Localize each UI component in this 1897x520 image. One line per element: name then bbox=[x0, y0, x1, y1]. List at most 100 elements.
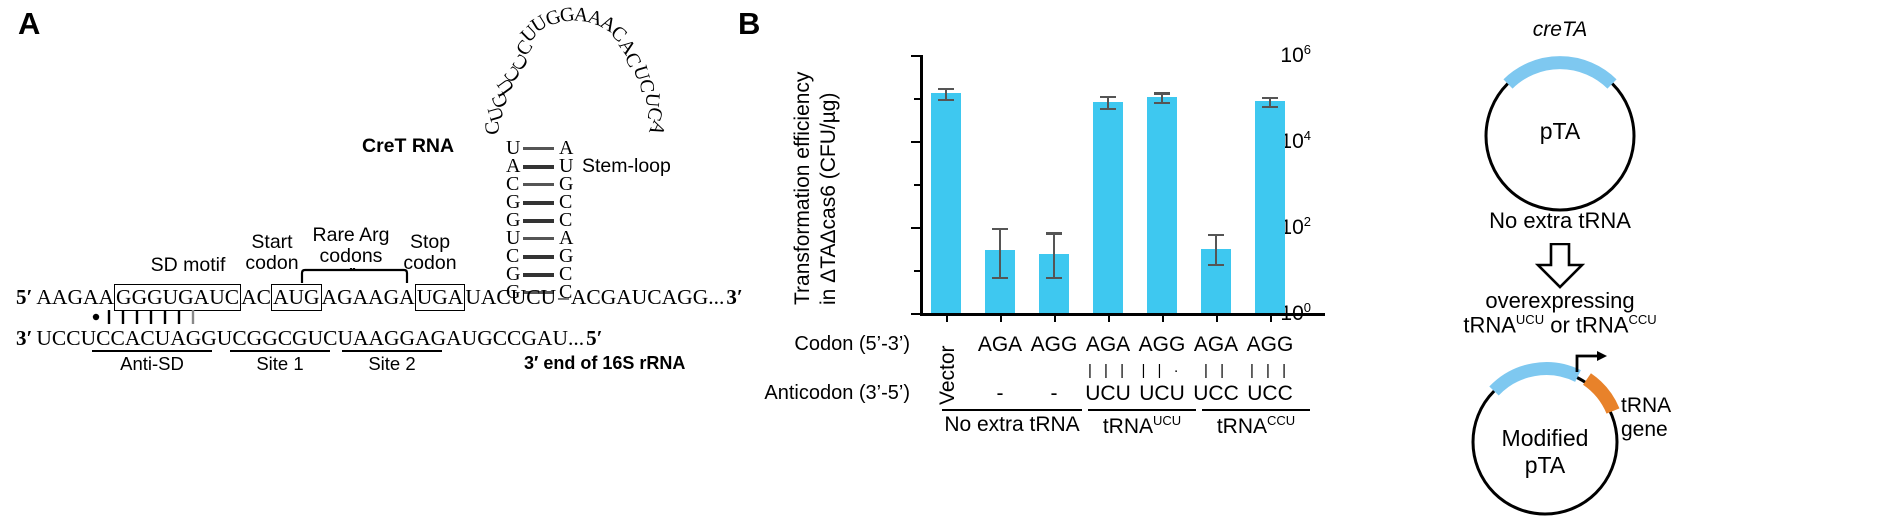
plasmid-pta-circle bbox=[1484, 56, 1636, 212]
trna-gene-label-line1: tRNA bbox=[1621, 394, 1672, 417]
top-strand-tail: ACGAUCAGG bbox=[570, 285, 709, 309]
error-bar-2 bbox=[1052, 232, 1056, 277]
error-cap-4-high bbox=[1154, 92, 1170, 95]
group-label-no-extra-trna: No extra tRNA bbox=[944, 413, 1080, 436]
group-line-trna-ucu bbox=[1088, 409, 1196, 411]
row-label-codon: Codon (5’-3’) bbox=[794, 333, 910, 355]
top-strand-5prime: 5′ bbox=[16, 285, 33, 309]
anticodon-cell-4: UCU bbox=[1139, 382, 1185, 405]
bottom-strand-ellipsis: ... bbox=[567, 326, 585, 350]
row-label-anticodon: Anticodon (3’-5’) bbox=[764, 382, 910, 404]
error-bar-1 bbox=[998, 227, 1002, 277]
error-cap-6-low bbox=[1262, 105, 1278, 108]
y-tick-1e6 bbox=[911, 55, 920, 58]
y-label-1e2: 102 bbox=[1280, 214, 1311, 239]
top-strand-dash: – bbox=[558, 285, 569, 309]
x-tick-1 bbox=[1000, 314, 1003, 322]
error-bar-6 bbox=[1268, 96, 1272, 106]
y-tick-1e1 bbox=[914, 270, 920, 273]
error-cap-3-high bbox=[1100, 96, 1116, 99]
codon-cell-1: AGA bbox=[977, 333, 1023, 356]
transition-line2: tRNAUCU or tRNACCU bbox=[1463, 312, 1657, 338]
error-bar-5 bbox=[1214, 234, 1218, 264]
label-sd-motif: SD motif bbox=[150, 254, 226, 276]
pairing-cell-4: | | · bbox=[1141, 362, 1183, 379]
x-tick-5 bbox=[1216, 314, 1219, 322]
y-axis-label-line1: Transformation efficiency bbox=[791, 71, 814, 305]
panel-a: A CreT RNA Stem-loop C U U G G A A A C A… bbox=[0, 0, 743, 518]
x-axis-line bbox=[920, 313, 1325, 316]
panel-b: B Transformation efficiency in ΔTAΔcas6 … bbox=[730, 0, 1897, 518]
plasmid-modified-name-line1: Modified bbox=[1501, 425, 1589, 451]
error-cap-2-low bbox=[1046, 276, 1062, 279]
panel-b-letter: B bbox=[738, 6, 761, 41]
down-arrow-icon bbox=[1535, 243, 1585, 289]
pairing-cell-3: | | | bbox=[1087, 362, 1129, 379]
top-strand-mid2: AGAAGA bbox=[321, 285, 415, 309]
y-tick-1e3 bbox=[914, 184, 920, 187]
anti-sd-underline bbox=[92, 350, 212, 353]
group-line-no-extra-trna bbox=[942, 409, 1082, 411]
error-cap-5-low bbox=[1208, 263, 1224, 266]
trna-gene-label-line2: gene bbox=[1621, 418, 1668, 441]
error-bar-0 bbox=[944, 88, 948, 99]
bar-6 bbox=[1255, 101, 1285, 313]
bar-3 bbox=[1093, 101, 1123, 313]
stem-loop-label: Stem-loop bbox=[582, 155, 671, 177]
plasmid-pta: creTA pTA No extra tRNA bbox=[1445, 18, 1675, 233]
y-tick-1e2 bbox=[911, 227, 920, 230]
label-start-codon-line1: Start bbox=[251, 231, 293, 253]
rare-arg-bracket bbox=[300, 268, 409, 283]
y-tick-1e4 bbox=[911, 141, 920, 144]
error-cap-1-low bbox=[992, 276, 1008, 279]
top-strand-post: UACUCU bbox=[465, 285, 557, 309]
y-label-1e6: 106 bbox=[1280, 42, 1311, 67]
x-tick-3 bbox=[1108, 314, 1111, 322]
y-axis-line bbox=[920, 55, 923, 315]
label-site2: Site 2 bbox=[368, 353, 416, 374]
anticodon-cell-3: UCU bbox=[1085, 382, 1131, 405]
bottom-strand-seq: UCCUCCACUAGGUCGGCGUCUAAGGAGAUGCCGAU bbox=[36, 326, 568, 350]
error-cap-4-low bbox=[1154, 102, 1170, 105]
error-cap-5-high bbox=[1208, 234, 1224, 237]
error-cap-3-low bbox=[1100, 107, 1116, 110]
x-tick-4 bbox=[1162, 314, 1165, 322]
transition-line1: overexpressing bbox=[1485, 288, 1635, 313]
error-cap-6-high bbox=[1262, 96, 1278, 99]
anticodon-cell-6: UCC bbox=[1247, 382, 1293, 405]
group-line-trna-ccu bbox=[1202, 409, 1310, 411]
bottom-strand-5prime: 5′ bbox=[586, 326, 603, 350]
top-strand-mid1: AC bbox=[241, 285, 271, 309]
plasmid-modified-circle bbox=[1471, 351, 1620, 516]
label-stop-codon-line2: codon bbox=[403, 252, 457, 274]
panel-a-letter: A bbox=[18, 6, 41, 41]
x-tick-2 bbox=[1054, 314, 1057, 322]
bottom-strand-3prime: 3′ bbox=[16, 326, 33, 350]
top-strand-start-box: AUG bbox=[270, 284, 322, 311]
error-bar-4 bbox=[1160, 92, 1164, 103]
error-cap-2-high bbox=[1046, 232, 1062, 235]
plasmid-pta-caption: No extra tRNA bbox=[1489, 208, 1631, 233]
x-category-vector: Vector bbox=[936, 345, 959, 405]
label-site1: Site 1 bbox=[256, 353, 304, 374]
error-cap-0-high bbox=[938, 88, 954, 91]
stem-loop-structure: C U U G G A A A C A C U G U C C C U C U … bbox=[481, 3, 671, 303]
top-strand-3prime: 3′ bbox=[726, 285, 743, 309]
top-strand-pre: AAGAA bbox=[36, 285, 115, 309]
codon-cell-6: AGG bbox=[1246, 333, 1294, 356]
anticodon-cell-2: - bbox=[1050, 382, 1058, 405]
label-rare-arg-line2: codons bbox=[319, 245, 383, 267]
plasmid-gene-label-creta: creTA bbox=[1532, 18, 1588, 41]
error-cap-0-low bbox=[938, 98, 954, 102]
plasmid-modified-name-line2: pTA bbox=[1524, 452, 1566, 478]
top-strand-ellipsis: ... bbox=[708, 285, 725, 309]
label-stop-codon-line1: Stop bbox=[409, 231, 451, 253]
top-strand-stop-box: UGA bbox=[414, 284, 466, 311]
anticodon-cell-5: UCC bbox=[1193, 382, 1239, 405]
label-rare-arg-line1: Rare Arg bbox=[312, 224, 390, 246]
x-tick-0 bbox=[946, 314, 949, 322]
label-16s-rrna-end: 3′ end of 16S rRNA bbox=[524, 353, 686, 373]
y-label-1e0: 100 bbox=[1280, 300, 1311, 325]
y-label-1e4: 104 bbox=[1280, 128, 1311, 153]
error-bar-3 bbox=[1106, 96, 1110, 108]
